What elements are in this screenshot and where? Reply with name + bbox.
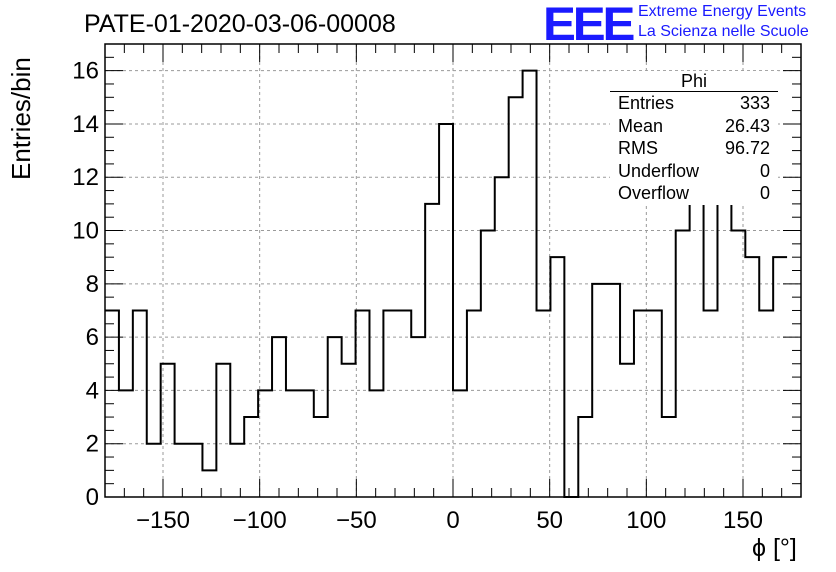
stats-value: 0 xyxy=(759,183,770,203)
logo-text: Extreme Energy Events La Scienza nelle S… xyxy=(638,2,809,42)
x-tick-label: 0 xyxy=(446,507,459,534)
y-tick-label: 2 xyxy=(86,431,99,458)
y-tick-label: 10 xyxy=(72,218,99,245)
histogram-line xyxy=(105,69,788,498)
stats-label: Entries xyxy=(618,93,675,113)
x-axis-label: ϕ [°] xyxy=(752,534,797,562)
stats-value: 96.72 xyxy=(724,138,770,158)
stats-row-rms: RMS 96.72 xyxy=(610,137,778,160)
y-tick-label: 14 xyxy=(72,111,99,138)
y-tick-label: 6 xyxy=(86,324,99,351)
x-tick-label: 50 xyxy=(536,507,563,534)
stats-label: RMS xyxy=(618,138,658,158)
x-axis-ticks: −150 −100 −50 0 50 100 150 xyxy=(104,44,802,534)
y-tick-label: 4 xyxy=(86,377,99,404)
stats-label: Overflow xyxy=(618,183,690,203)
stats-row-overflow: Overflow 0 xyxy=(610,182,778,205)
y-axis-label: Entries/bin xyxy=(6,57,36,180)
y-tick-label: 8 xyxy=(86,271,99,298)
chart-title: PATE-01-2020-03-06-00008 xyxy=(84,10,396,38)
stats-row-entries: Entries 333 xyxy=(610,92,778,115)
y-tick-label: 16 xyxy=(72,58,99,85)
x-tick-label: −150 xyxy=(136,507,190,534)
logo-line-2: La Scienza nelle Scuole xyxy=(638,23,809,40)
logo-line-1: Extreme Energy Events xyxy=(638,3,807,20)
y-axis-ticks: 0 2 4 6 8 10 12 14 16 xyxy=(72,43,801,511)
x-tick-label: −50 xyxy=(336,507,377,534)
eee-logo: EEE xyxy=(543,0,635,50)
stats-label: Underflow xyxy=(618,160,700,181)
stats-value: 26.43 xyxy=(724,115,770,136)
stats-box: Phi Entries 333 Mean 26.43 RMS 96.72 Und… xyxy=(610,71,778,205)
x-tick-label: −100 xyxy=(233,507,287,534)
x-tick-label: 100 xyxy=(626,507,666,534)
y-tick-label: 0 xyxy=(86,484,99,511)
stats-label: Mean xyxy=(618,115,664,136)
x-tick-label: 150 xyxy=(723,507,763,534)
stats-row-underflow: Underflow 0 xyxy=(610,160,778,183)
stats-value: 333 xyxy=(739,93,770,113)
stats-title: Phi xyxy=(610,71,778,92)
stats-row-mean: Mean 26.43 xyxy=(610,115,778,138)
y-tick-label: 12 xyxy=(72,164,99,191)
stats-value: 0 xyxy=(759,160,770,181)
